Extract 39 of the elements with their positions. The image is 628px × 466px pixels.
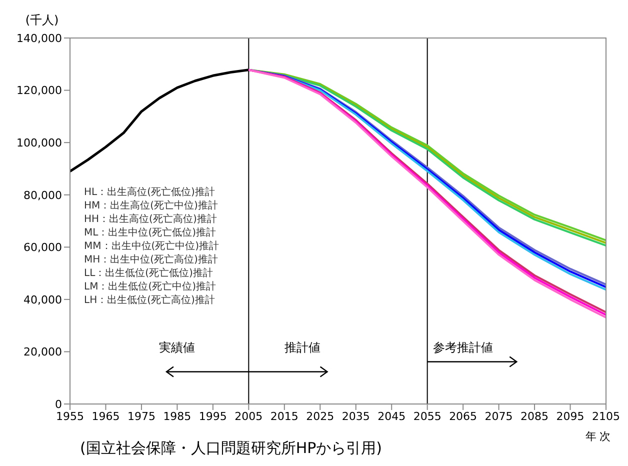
y-tick-label: 120,000 <box>16 84 62 98</box>
annotation: 実績値 <box>159 340 196 355</box>
y-axis-title: (千人) <box>25 13 59 27</box>
annotation: MH：出生中位(死亡高位)推計 <box>84 253 218 266</box>
y-tick-label: 20,000 <box>24 346 62 359</box>
y-tick-label: 80,000 <box>24 188 62 202</box>
x-tick-label: 2025 <box>306 410 334 423</box>
annotation: 推計値 <box>284 340 320 355</box>
x-tick-label: 2065 <box>449 410 478 423</box>
x-tick-label: 2075 <box>484 410 513 423</box>
x-tick-label: 1965 <box>92 410 120 423</box>
annotation: LL：出生低位(死亡低位)推計 <box>84 266 213 279</box>
x-tick-label: 2005 <box>234 410 263 423</box>
y-tick-label: 100,000 <box>16 136 62 150</box>
y-tick-label: 140,000 <box>16 32 62 45</box>
y-tick-label: 40,000 <box>24 293 62 306</box>
text: (国立社会保障・人口問題研究所HPから引用) <box>80 439 382 457</box>
annotation: HM：出生高位(死亡中位)推計 <box>84 199 218 212</box>
x-tick-label: 1995 <box>198 410 227 423</box>
annotation: MM：出生中位(死亡中位)推計 <box>84 240 220 252</box>
annotation: ML：出生中位(死亡低位)推計 <box>84 226 216 238</box>
annotation: HH：出生高位(死亡高位)推計 <box>84 212 217 225</box>
annotation: LH：出生低位(死亡高位)推計 <box>84 294 215 306</box>
x-tick-label: 2055 <box>413 410 442 423</box>
x-tick-label: 2095 <box>556 410 584 423</box>
x-tick-label: 2035 <box>342 410 370 423</box>
x-tick-label: 2085 <box>520 410 549 423</box>
y-tick-label: 0 <box>55 398 62 411</box>
x-tick-label: 2105 <box>592 410 620 423</box>
annotation: 参考推計値 <box>433 340 494 355</box>
x-axis-title: 年 次 <box>585 430 611 443</box>
y-tick-label: 60,000 <box>24 241 62 254</box>
x-tick-label: 1975 <box>127 410 156 423</box>
x-tick-label: 2045 <box>378 410 406 423</box>
annotation: LM：出生低位(死亡中位)推計 <box>84 280 216 292</box>
x-tick-label: 2015 <box>270 410 298 423</box>
annotation: HL：出生高位(死亡低位)推計 <box>84 186 215 198</box>
x-tick-label: 1985 <box>163 410 192 423</box>
x-tick-label: 1955 <box>56 410 84 423</box>
